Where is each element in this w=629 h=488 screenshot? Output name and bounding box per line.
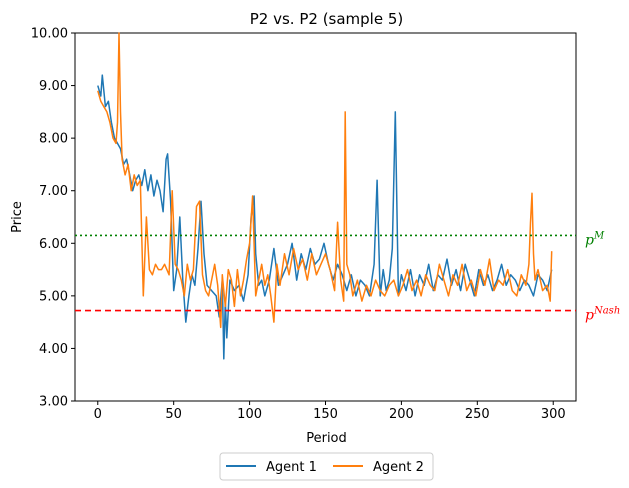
reference-lines: pM pNash (75, 230, 620, 324)
x-tick-label: 250 (465, 407, 490, 422)
y-tick-label: 6.00 (39, 237, 68, 252)
reference-label-monopoly: pM (585, 230, 605, 248)
legend-label-agent-2: Agent 2 (373, 460, 424, 475)
x-tick-label: 50 (165, 407, 182, 422)
y-axis: 3.00 4.00 5.00 6.00 7.00 8.00 9.00 10.00 (31, 27, 75, 410)
x-axis: 0 50 100 150 200 250 300 (94, 401, 566, 422)
legend-frame (219, 452, 434, 481)
series-line-agent-1 (97, 74, 553, 360)
reference-label-nash: pNash (585, 306, 620, 324)
chart-title: P2 vs. P2 (sample 5) (250, 10, 404, 28)
y-tick-label: 7.00 (39, 184, 68, 199)
y-axis-label: Price (10, 201, 25, 233)
series-line-agent-2 (97, 32, 553, 329)
plot-area (74, 32, 577, 402)
x-tick-label: 0 (94, 407, 102, 422)
y-tick-label: 5.00 (39, 289, 68, 304)
y-tick-label: 4.00 (39, 342, 68, 357)
y-tick-label: 10.00 (31, 27, 68, 42)
plot-frame (74, 32, 577, 402)
series-layer (97, 32, 553, 360)
x-tick-label: 100 (237, 407, 262, 422)
y-tick-label: 3.00 (39, 395, 68, 410)
legend: Agent 1 Agent 2 (219, 452, 434, 481)
y-tick-label: 8.00 (39, 132, 68, 147)
x-tick-label: 150 (313, 407, 338, 422)
x-tick-label: 300 (541, 407, 566, 422)
x-tick-label: 200 (389, 407, 414, 422)
y-tick-label: 9.00 (39, 79, 68, 94)
x-axis-label: Period (306, 431, 347, 446)
legend-label-agent-1: Agent 1 (266, 460, 317, 475)
